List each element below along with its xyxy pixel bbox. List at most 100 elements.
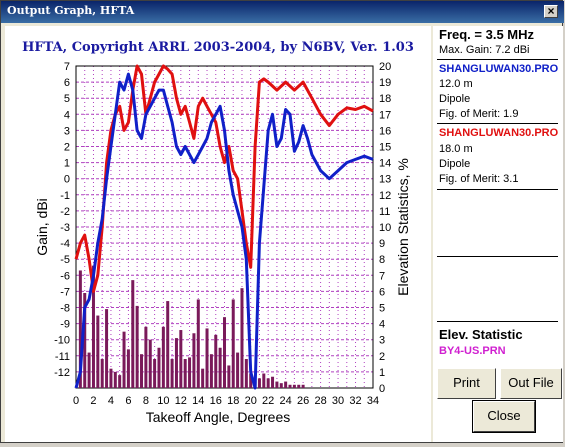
x-tick-label: 8 xyxy=(143,395,149,407)
x-tick-label: 34 xyxy=(367,395,379,407)
statistic-bar xyxy=(140,354,144,388)
file2-height: 18.0 m xyxy=(439,143,473,155)
x-tick-label: 0 xyxy=(73,395,79,407)
y-axis-label: Gain, dBi xyxy=(34,198,50,256)
y2-tick-label: 1 xyxy=(379,367,385,379)
statistic-bar xyxy=(126,349,130,388)
statistic-bar xyxy=(105,309,109,388)
statistic-bar xyxy=(87,352,91,388)
y-tick-label: 2 xyxy=(64,142,70,154)
statistic-bar xyxy=(292,384,296,388)
file1-height: 12.0 m xyxy=(439,78,473,90)
y-tick-label: -5 xyxy=(60,254,70,266)
x-tick-label: 6 xyxy=(125,395,131,407)
statistic-bar xyxy=(161,326,165,388)
statistic-bar xyxy=(262,373,266,388)
statistic-bar xyxy=(96,315,100,388)
y-tick-label: 7 xyxy=(64,61,70,73)
statistic-bar xyxy=(266,378,270,388)
separator xyxy=(437,123,558,124)
file2-type: Dipole xyxy=(439,158,471,170)
x-axis-label: Takeoff Angle, Degrees xyxy=(146,409,291,425)
statistic-bar xyxy=(170,359,174,388)
file1-type: Dipole xyxy=(439,93,471,105)
statistic-bar xyxy=(91,265,95,388)
y2-axis-label: Elevation Statistics, % xyxy=(395,158,411,296)
y-tick-label: 4 xyxy=(64,109,70,121)
statistic-bar xyxy=(275,381,279,388)
statistic-bar xyxy=(209,354,213,388)
y2-tick-label: 10 xyxy=(379,222,391,234)
statistic-bar xyxy=(157,347,161,388)
statistic-bar xyxy=(271,376,275,388)
file1-name: SHANGLUWAN30.PRO xyxy=(439,63,559,75)
statistic-bar xyxy=(144,326,148,388)
y2-tick-label: 4 xyxy=(379,319,385,331)
y-tick-label: 1 xyxy=(64,158,70,170)
x-tick-label: 18 xyxy=(227,395,239,407)
statistic-bar xyxy=(301,384,305,388)
y-tick-label: -4 xyxy=(60,238,70,250)
y2-tick-label: 16 xyxy=(379,125,391,137)
y-tick-label: 5 xyxy=(64,93,70,105)
statistic-bar xyxy=(297,384,301,388)
statistic-bar xyxy=(148,339,152,388)
y-tick-label: -8 xyxy=(60,303,70,315)
x-tick-label: 30 xyxy=(332,395,344,407)
statistic-bar xyxy=(183,359,187,388)
statistic-bar xyxy=(249,373,253,388)
x-tick-label: 22 xyxy=(262,395,274,407)
x-tick-label: 32 xyxy=(349,395,361,407)
x-tick-label: 10 xyxy=(157,395,169,407)
file1-merit: Fig. of Merit: 1.9 xyxy=(439,108,519,120)
statistic-bar xyxy=(113,371,117,388)
x-tick-label: 16 xyxy=(210,395,222,407)
statistic-bar xyxy=(214,334,218,388)
print-button[interactable]: Print xyxy=(437,368,496,399)
statistic-bar xyxy=(192,333,196,388)
statistic-bar xyxy=(205,328,209,388)
statistic-bar xyxy=(223,317,226,388)
statistic-bar xyxy=(201,368,205,388)
y2-tick-label: 15 xyxy=(379,142,391,154)
max-gain-label: Max. Gain: 7.2 dBi xyxy=(439,44,530,56)
y-tick-label: -10 xyxy=(54,335,70,347)
x-tick-label: 14 xyxy=(192,395,204,407)
statistic-bar xyxy=(196,299,200,388)
y2-tick-label: 13 xyxy=(379,174,391,186)
statistic-bar xyxy=(279,383,283,388)
window-close-button[interactable]: × xyxy=(544,5,558,18)
statistic-bar xyxy=(166,301,170,388)
y2-tick-label: 3 xyxy=(379,335,385,347)
out-file-button[interactable]: Out File xyxy=(500,368,562,399)
title-bar[interactable]: Output Graph, HFTA × xyxy=(1,1,564,23)
separator xyxy=(437,256,558,257)
y-tick-label: -6 xyxy=(60,270,70,282)
elev-statistic-file: BY4-US.PRN xyxy=(439,345,506,357)
y2-tick-label: 9 xyxy=(379,238,385,250)
file2-merit: Fig. of Merit: 3.1 xyxy=(439,173,519,185)
y-tick-label: -12 xyxy=(54,367,70,379)
statistic-bar xyxy=(188,357,192,388)
statistic-bar xyxy=(240,288,244,388)
close-button[interactable]: Close xyxy=(472,400,536,433)
x-tick-label: 4 xyxy=(108,395,114,407)
window-title: Output Graph, HFTA xyxy=(7,4,135,17)
statistic-bar xyxy=(218,347,222,388)
y-tick-label: 6 xyxy=(64,77,70,89)
elev-statistic-title: Elev. Statistic xyxy=(439,327,523,342)
y-tick-label: -11 xyxy=(55,351,70,363)
separator xyxy=(437,189,558,190)
statistic-bar xyxy=(174,338,178,388)
statistic-bar xyxy=(153,359,157,388)
statistic-bar xyxy=(135,305,139,388)
y-tick-label: -7 xyxy=(60,286,70,298)
y2-tick-label: 5 xyxy=(379,303,385,315)
x-tick-label: 26 xyxy=(297,395,309,407)
y2-tick-label: 11 xyxy=(379,206,390,218)
chart-title: HFTA, Copyright ARRL 2003-2004, by N6BV,… xyxy=(22,40,414,55)
y-tick-label: 3 xyxy=(64,125,70,137)
x-tick-label: 2 xyxy=(90,395,96,407)
frequency-label: Freq. = 3.5 MHz xyxy=(439,27,534,42)
series-line-blue xyxy=(74,72,374,390)
